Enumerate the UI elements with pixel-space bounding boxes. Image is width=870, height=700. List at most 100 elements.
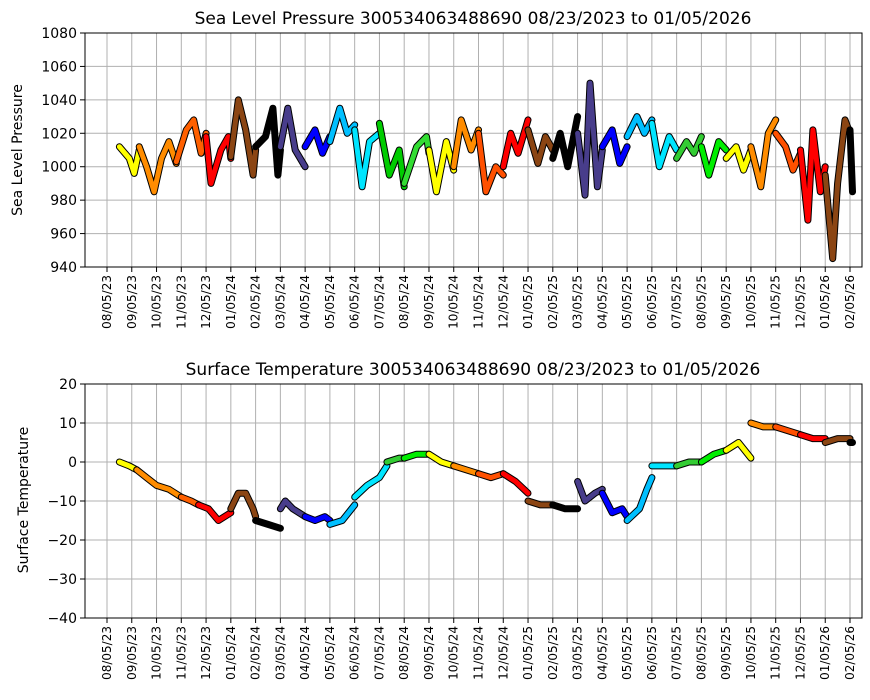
pressure-x-tick-label: 07/05/25 <box>670 275 684 329</box>
temperature-series-line <box>748 420 779 430</box>
pressure-series-line <box>302 127 333 156</box>
pressure-x-tick-label: 07/05/24 <box>372 275 386 329</box>
pressure-series-line <box>550 114 581 170</box>
temperature-x-tick-label: 05/05/24 <box>323 626 337 680</box>
pressure-y-axis-label: Sea Level Pressure <box>10 84 26 216</box>
temperature-x-tick-label: 08/05/23 <box>100 626 114 680</box>
temperature-x-tick-label: 02/05/26 <box>843 626 857 680</box>
temperature-x-tick-label: 02/05/25 <box>546 626 560 680</box>
pressure-series-line <box>599 127 630 166</box>
temperature-y-axis: −40 −30 −20 −10 0 10 20 <box>47 377 85 627</box>
pressure-panel: Sea Level Pressure 300534063488690 08/23… <box>10 9 863 329</box>
pressure-x-tick-label: 11/05/24 <box>472 275 486 329</box>
temperature-series-line <box>773 424 803 438</box>
temperature-series <box>115 419 856 532</box>
pressure-y-tick-label: 1040 <box>41 93 77 109</box>
pressure-x-tick-label: 10/05/23 <box>150 275 164 329</box>
pressure-x-tick-label: 01/05/25 <box>521 275 535 329</box>
pressure-x-tick-label: 08/05/23 <box>100 275 114 329</box>
pressure-x-tick-label: 02/05/24 <box>249 275 263 329</box>
temperature-x-tick-label: 04/05/25 <box>595 626 609 680</box>
pressure-chart-title: Sea Level Pressure 300534063488690 08/23… <box>195 9 752 29</box>
pressure-series-line <box>624 114 655 140</box>
temperature-series-line <box>327 502 358 527</box>
pressure-series-line <box>723 144 754 173</box>
pressure-series-line <box>426 139 457 195</box>
temperature-x-tick-label: 11/05/24 <box>472 626 486 680</box>
pressure-x-tick-label: 06/05/24 <box>348 275 362 329</box>
temperature-series-line <box>253 518 283 531</box>
temperature-x-tick-label: 09/05/24 <box>422 626 436 680</box>
temperature-series-line <box>426 451 457 469</box>
temperature-panel: Surface Temperature 300534063488690 08/2… <box>16 360 863 680</box>
temperature-x-tick-label: 07/05/24 <box>372 626 386 680</box>
pressure-series-line <box>822 117 853 262</box>
pressure-x-tick-label: 08/05/25 <box>694 275 708 329</box>
pressure-x-axis: 08/05/23 09/05/23 10/05/23 11/05/23 12/05/23… <box>100 267 857 329</box>
pressure-x-tick-label: 02/05/26 <box>843 275 857 329</box>
temperature-series-line <box>500 471 531 496</box>
temperature-x-tick-label: 04/05/24 <box>298 626 312 680</box>
temperature-x-tick-label: 08/05/25 <box>694 626 708 680</box>
temperature-x-tick-label: 09/05/25 <box>719 626 733 680</box>
pressure-series-line <box>253 105 283 178</box>
pressure-series-line <box>500 117 531 170</box>
temperature-series-line <box>352 463 390 500</box>
temperature-grid <box>85 383 862 619</box>
pressure-y-axis: 940 960 980 1000 1020 1040 1060 1080 <box>41 26 85 276</box>
pressure-series-line <box>476 130 506 195</box>
pressure-series-line <box>575 80 605 198</box>
temperature-series-line <box>550 502 581 512</box>
temperature-series-line <box>723 440 754 461</box>
pressure-x-tick-label: 01/05/26 <box>818 275 832 329</box>
temperature-x-tick-label: 01/05/24 <box>224 626 238 680</box>
temperature-x-tick-label: 03/05/24 <box>273 626 287 680</box>
temperature-x-tick-label: 05/05/25 <box>620 626 634 680</box>
pressure-series-line <box>674 134 704 161</box>
temperature-y-tick-label: 0 <box>68 455 77 471</box>
pressure-y-tick-label: 960 <box>50 227 77 243</box>
pressure-series-line <box>352 127 382 190</box>
pressure-series-line <box>376 120 407 190</box>
temperature-x-tick-label: 01/05/25 <box>521 626 535 680</box>
temperature-x-tick-label: 10/05/23 <box>150 626 164 680</box>
temperature-series-line <box>822 436 853 445</box>
pressure-x-tick-label: 03/05/25 <box>571 275 585 329</box>
pressure-series-line <box>277 105 308 170</box>
pressure-x-tick-label: 11/05/23 <box>174 275 188 329</box>
temperature-x-tick-label: 11/05/23 <box>174 626 188 680</box>
temperature-series-line <box>277 498 308 520</box>
pressure-y-tick-label: 1060 <box>41 59 77 75</box>
temperature-series-line <box>798 432 828 442</box>
temperature-x-tick-label: 12/05/25 <box>793 626 807 680</box>
pressure-x-tick-label: 02/05/25 <box>546 275 560 329</box>
temperature-x-tick-label: 11/05/25 <box>769 626 783 680</box>
temperature-x-axis: 08/05/23 09/05/23 10/05/23 11/05/23 12/05/23… <box>100 618 857 680</box>
temperature-x-tick-label: 10/05/25 <box>744 626 758 680</box>
temperature-x-tick-label: 12/05/23 <box>199 626 213 680</box>
pressure-x-tick-label: 09/05/25 <box>719 275 733 329</box>
pressure-series-line <box>116 144 142 176</box>
temperature-y-tick-label: −40 <box>47 611 77 627</box>
temperature-x-tick-label: 03/05/25 <box>571 626 585 680</box>
temperature-x-tick-label: 10/05/24 <box>447 626 461 680</box>
pressure-series-line <box>401 134 432 186</box>
pressure-x-tick-label: 12/05/25 <box>793 275 807 329</box>
pressure-series-line <box>525 127 556 166</box>
temperature-series-line <box>698 447 729 465</box>
pressure-series-line <box>748 117 779 190</box>
temperature-x-tick-label: 12/05/24 <box>496 626 510 680</box>
pressure-series <box>115 79 856 263</box>
temperature-y-axis-label: Surface Temperature <box>16 427 32 573</box>
temperature-x-tick-label: 06/05/25 <box>645 626 659 680</box>
pressure-x-tick-label: 01/05/24 <box>224 275 238 329</box>
pressure-series-line <box>649 120 680 170</box>
pressure-x-tick-label: 08/05/24 <box>397 275 411 329</box>
pressure-series-line <box>327 105 358 145</box>
pressure-x-tick-label: 03/05/24 <box>273 275 287 329</box>
temperature-y-tick-label: −20 <box>47 533 77 549</box>
pressure-plot-frame <box>84 32 863 268</box>
pressure-x-tick-label: 12/05/23 <box>199 275 213 329</box>
pressure-series-line <box>228 97 259 178</box>
temperature-series-line <box>302 514 333 523</box>
